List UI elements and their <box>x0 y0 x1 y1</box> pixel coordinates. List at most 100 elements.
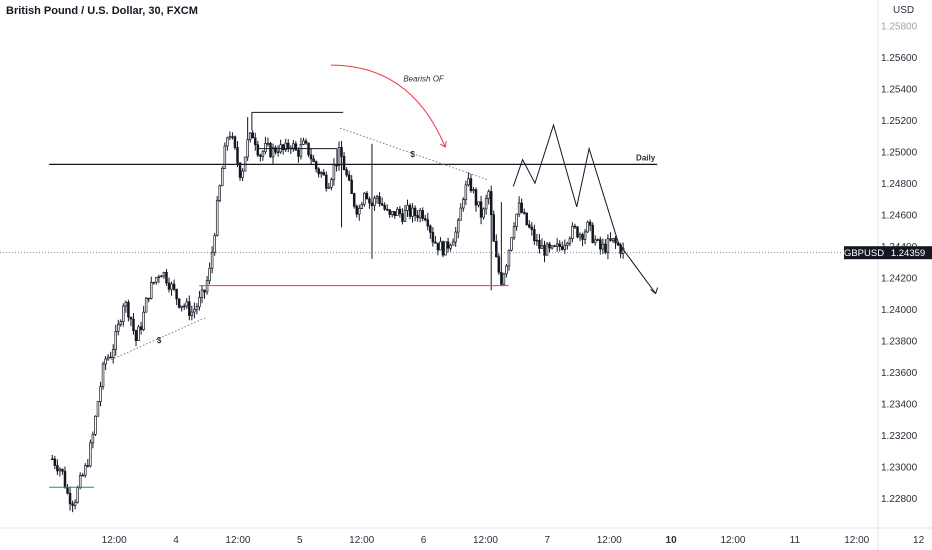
candle-body <box>56 465 59 472</box>
candle-body <box>550 245 554 249</box>
candle-body <box>182 305 186 308</box>
candle-body <box>441 241 445 256</box>
candle-body <box>462 199 465 209</box>
price-tag <box>884 246 932 260</box>
x-tick-label: 5 <box>297 535 303 546</box>
y-tick-label: 1.23400 <box>881 399 918 410</box>
candle-body <box>180 305 183 308</box>
candle-body <box>66 487 69 494</box>
candle-body <box>58 468 62 472</box>
candle-body <box>322 172 326 176</box>
candle-body <box>566 242 569 246</box>
candle-body <box>122 305 125 323</box>
candle-body <box>91 434 95 444</box>
candle-body <box>406 204 409 211</box>
candle-body <box>53 458 57 466</box>
candle-body <box>500 271 503 285</box>
candle-body <box>246 139 249 158</box>
candle-body <box>413 207 417 216</box>
candle-body <box>451 241 455 246</box>
candle-body <box>294 143 298 151</box>
y-tick-label: 1.24800 <box>881 179 918 190</box>
candle-body <box>78 475 82 488</box>
candle-body <box>117 323 120 332</box>
x-tick-label: 4 <box>173 535 179 546</box>
candle-body <box>149 282 153 299</box>
candle-body <box>111 349 115 358</box>
candle-body <box>109 356 112 359</box>
candle-body <box>540 244 544 249</box>
candle-body <box>449 244 452 249</box>
candle-body <box>484 198 488 210</box>
candle-body <box>609 238 612 241</box>
candle-body <box>139 326 143 330</box>
candle-body <box>221 168 224 187</box>
candle-body <box>106 356 110 360</box>
candle-body <box>193 309 196 313</box>
x-tick-label: 12:00 <box>844 535 869 546</box>
bearish-arrow-head <box>439 140 447 148</box>
candle-body <box>114 331 117 350</box>
candle-body <box>355 205 358 215</box>
candle-body <box>418 210 422 219</box>
candle-body <box>487 191 490 200</box>
candle-body <box>94 415 97 435</box>
candle-body <box>561 246 564 250</box>
x-tick-label: 12:00 <box>349 535 374 546</box>
y-tick-label: 1.25600 <box>881 53 918 64</box>
candle-body <box>292 143 295 149</box>
symbol-tag-label: GBPUSD <box>844 248 884 259</box>
candle-body <box>472 189 475 192</box>
candle-body <box>599 239 602 250</box>
candle-body <box>454 231 457 243</box>
candle-body <box>330 179 333 188</box>
x-tick-label: 7 <box>545 535 551 546</box>
candle-body <box>165 272 168 284</box>
annotation-bearish-of: Bearish OF <box>403 75 445 84</box>
candle-body <box>512 226 516 239</box>
candle-body <box>538 239 541 249</box>
candle-body <box>391 211 394 215</box>
candle-body <box>254 137 257 146</box>
candle-body <box>314 161 318 170</box>
candle-body <box>403 210 407 222</box>
candle-body <box>177 298 181 308</box>
candle-body <box>429 225 432 233</box>
candle-body <box>215 200 219 236</box>
candle-body <box>444 241 447 256</box>
candle-body <box>581 234 584 240</box>
candle-body <box>89 442 92 467</box>
candle-body <box>157 276 161 278</box>
candle-body <box>555 243 559 247</box>
candle-body <box>528 224 531 228</box>
candle-body <box>200 289 204 298</box>
candle-body <box>596 239 600 241</box>
candle-body <box>162 272 166 277</box>
candle-body <box>522 212 526 214</box>
candle-body <box>576 226 579 238</box>
candle-body <box>469 178 473 192</box>
candle-body <box>297 149 300 157</box>
candle-body <box>144 297 148 313</box>
candle-body <box>426 219 430 227</box>
candle-body <box>388 209 391 215</box>
candle-body <box>208 267 211 282</box>
candle-body <box>238 162 242 178</box>
candle-body <box>489 191 493 216</box>
candle-body <box>586 221 589 233</box>
candle-body <box>304 140 308 144</box>
candle-body <box>188 301 191 316</box>
candle-body <box>337 147 341 166</box>
candle-body <box>573 225 577 228</box>
candle-body <box>345 169 348 176</box>
chart-title: British Pound / U.S. Dollar, 30, FXCM <box>6 5 198 17</box>
candle-body <box>281 144 285 150</box>
candle-body <box>312 158 315 162</box>
candle-body <box>342 156 346 171</box>
candle-body <box>380 203 384 206</box>
y-tick-label: 1.25200 <box>881 116 918 127</box>
candle-body <box>167 282 171 290</box>
candle-body <box>284 142 287 150</box>
